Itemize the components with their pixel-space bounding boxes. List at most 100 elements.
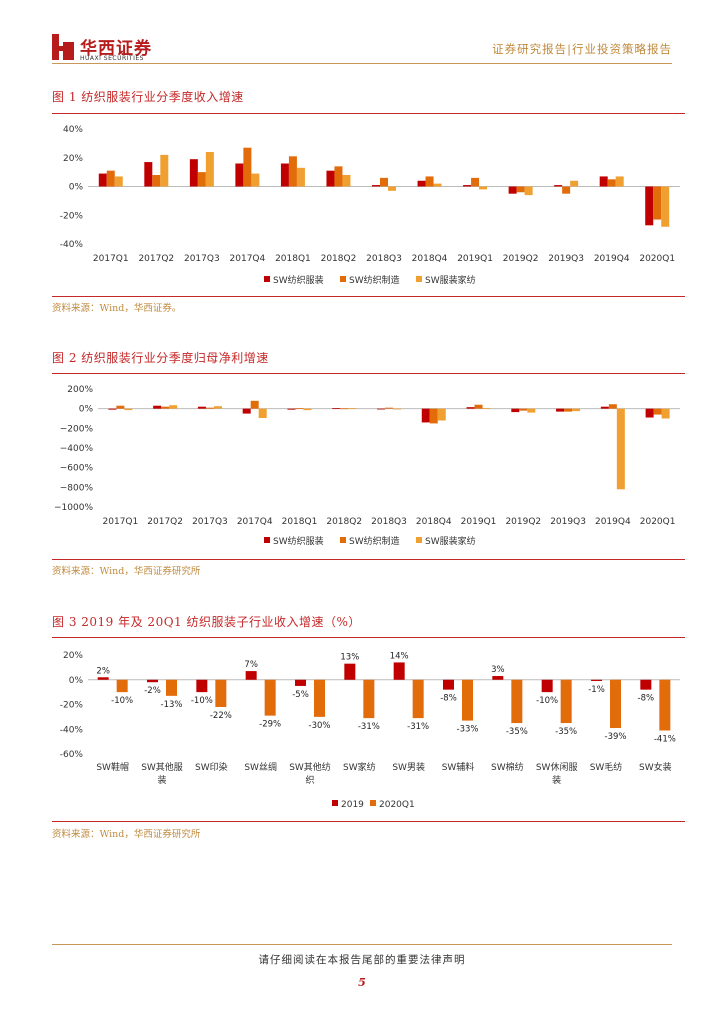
data-label: 13% bbox=[340, 653, 359, 663]
bar-SW服装家纺-2017Q2 bbox=[169, 405, 178, 409]
bar-2019-SW女装 bbox=[640, 679, 652, 690]
x-tick-label: 2017Q4 bbox=[237, 517, 273, 527]
bar-SW服装家纺-2019Q4 bbox=[615, 176, 624, 187]
bar-SW服装家纺-2017Q3 bbox=[213, 406, 222, 409]
bar-SW纺织服装-2018Q1 bbox=[287, 408, 296, 410]
bar-SW纺织制造-2017Q4 bbox=[250, 400, 259, 409]
bar-SW纺织服装-2019Q1 bbox=[466, 407, 475, 409]
bar-SW纺织制造-2019Q3 bbox=[562, 186, 571, 194]
data-label: -39% bbox=[605, 732, 627, 742]
bar-SW纺织制造-2020Q1 bbox=[653, 186, 662, 220]
bar-SW服装家纺-2018Q2 bbox=[348, 408, 357, 409]
legend-swatch bbox=[264, 537, 270, 543]
y-tick-label: 20% bbox=[63, 154, 83, 164]
data-label: -22% bbox=[210, 711, 232, 721]
bar-SW纺织制造-2020Q1 bbox=[653, 408, 662, 415]
data-label: -10% bbox=[111, 696, 133, 706]
bar-2020Q1-SW印染 bbox=[215, 679, 227, 707]
bar-SW纺织制造-2018Q1 bbox=[295, 408, 304, 409]
legend-swatch bbox=[264, 276, 270, 282]
x-tick-label: 2018Q1 bbox=[275, 254, 311, 264]
y-tick-label: 0% bbox=[79, 405, 94, 415]
figure-3-svg: 20% 0% -20% -40% -60% 2% -2% -10% 7% -5% 13% 14% -8%… bbox=[60, 651, 680, 810]
brand-logo-icon bbox=[52, 34, 74, 60]
bar-2020Q1-SW辅料 bbox=[462, 679, 473, 721]
data-label: -35% bbox=[555, 727, 577, 737]
bar-2020Q1-SW毛纺 bbox=[610, 679, 621, 729]
x-tick-label: SW其他服 bbox=[141, 761, 183, 773]
bar-2019-SW其他纺织 bbox=[295, 679, 306, 686]
bar-2019-SW棉纺 bbox=[492, 676, 504, 680]
data-label: -13% bbox=[161, 700, 183, 710]
bar-SW纺织制造-2017Q3 bbox=[205, 407, 214, 409]
bar-SW服装家纺-2017Q4 bbox=[258, 408, 267, 419]
x-tick-label: 2019Q3 bbox=[548, 254, 584, 264]
figure-2-title: 图 2 纺织服装行业分季度归母净利增速 bbox=[52, 351, 269, 365]
bar-SW纺织服装-2018Q3 bbox=[377, 408, 385, 410]
bar-SW纺织服装-2017Q1 bbox=[108, 408, 117, 410]
bar-2020Q1-SW休闲服装 bbox=[560, 679, 572, 724]
x-tick-label: 织 bbox=[305, 774, 314, 786]
x-tick-label: 2018Q2 bbox=[326, 517, 362, 527]
x-tick-label: 2017Q4 bbox=[230, 254, 266, 264]
x-tick-label: SW其他纺 bbox=[289, 761, 331, 773]
bar-SW纺织服装-2018Q4 bbox=[417, 180, 426, 187]
bar-SW纺织服装-2018Q3 bbox=[372, 185, 380, 187]
bar-SW纺织制造-2018Q3 bbox=[385, 407, 393, 409]
bar-SW纺织服装-2018Q1 bbox=[280, 163, 289, 187]
figure-3-title: 图 3 2019 年及 20Q1 纺织服装子行业收入增速（%） bbox=[52, 615, 361, 629]
bar-SW纺织制造-2017Q2 bbox=[161, 406, 170, 409]
data-label: -8% bbox=[440, 694, 457, 704]
bar-SW服装家纺-2018Q1 bbox=[303, 408, 312, 411]
bar-2019-SW休闲服装 bbox=[541, 679, 553, 693]
x-tick-label: 2018Q3 bbox=[371, 517, 407, 527]
data-label: -5% bbox=[292, 690, 309, 700]
figure-3-source: 资料来源：Wind，华西证券研究所 bbox=[52, 829, 201, 840]
x-tick-label: 2019Q3 bbox=[550, 517, 586, 527]
x-tick-label: 2020Q1 bbox=[639, 254, 675, 264]
brand-name-en: HUAXI SECURITIES bbox=[80, 55, 144, 62]
x-tick-label: 2019Q4 bbox=[594, 254, 630, 264]
legend-swatch bbox=[332, 800, 338, 806]
x-tick-label: 2018Q4 bbox=[416, 517, 452, 527]
bar-SW纺织服装-2017Q1 bbox=[98, 173, 107, 187]
x-tick-label: 2018Q2 bbox=[321, 254, 357, 264]
bar-2020Q1-SW女装 bbox=[659, 679, 671, 731]
y-tick-label: 40% bbox=[63, 125, 83, 135]
x-tick-label: 装 bbox=[552, 774, 561, 786]
x-tick-label: SW鞋帽 bbox=[96, 761, 129, 773]
legend-label: 2019 bbox=[341, 800, 364, 810]
bar-SW纺织制造-2019Q1 bbox=[471, 177, 480, 187]
bar-SW纺织制造-2017Q2 bbox=[152, 175, 161, 187]
brand-name: 华西证券 bbox=[80, 39, 152, 59]
y-tick-label: −200% bbox=[60, 424, 94, 434]
bar-SW服装家纺-2017Q1 bbox=[124, 408, 133, 411]
legend-label: SW纺织服装 bbox=[273, 274, 324, 286]
x-tick-label: 2019Q1 bbox=[461, 517, 497, 527]
figure-2-source: 资料来源：Wind，华西证券研究所 bbox=[52, 566, 201, 577]
y-tick-label: 200% bbox=[67, 385, 93, 395]
data-label: -8% bbox=[638, 694, 655, 704]
bar-SW纺织服装-2017Q4 bbox=[242, 408, 251, 414]
y-tick-label: -40% bbox=[60, 240, 84, 250]
y-tick-label: −800% bbox=[60, 483, 94, 493]
y-tick-label: -60% bbox=[60, 750, 84, 760]
legend-swatch bbox=[340, 276, 346, 282]
data-label: -31% bbox=[358, 722, 380, 732]
bar-SW服装家纺-2018Q2 bbox=[342, 175, 351, 187]
x-tick-label: 2017Q1 bbox=[103, 517, 139, 527]
bar-SW纺织制造-2019Q1 bbox=[474, 404, 483, 409]
bar-2019-SW鞋帽 bbox=[97, 677, 109, 680]
bar-SW服装家纺-2019Q2 bbox=[524, 186, 533, 196]
x-tick-label: 2017Q2 bbox=[147, 517, 183, 527]
bar-SW纺织服装-2019Q3 bbox=[554, 185, 563, 187]
x-tick-label: 2018Q1 bbox=[282, 517, 318, 527]
header-divider bbox=[52, 63, 672, 64]
figure-1-svg: 40% 20% 0% -20% -40% 2017Q1 2017Q2 2017Q3 2017Q4… bbox=[60, 125, 680, 286]
report-type: 证券研究报告|行业投资策略报告 bbox=[492, 42, 672, 56]
bar-SW纺织服装-2018Q2 bbox=[326, 170, 335, 187]
bar-SW纺织服装-2018Q2 bbox=[332, 408, 341, 409]
x-tick-label: SW毛纺 bbox=[590, 761, 623, 773]
x-tick-label: 2017Q1 bbox=[93, 254, 129, 264]
bar-SW服装家纺-2019Q1 bbox=[482, 408, 491, 409]
